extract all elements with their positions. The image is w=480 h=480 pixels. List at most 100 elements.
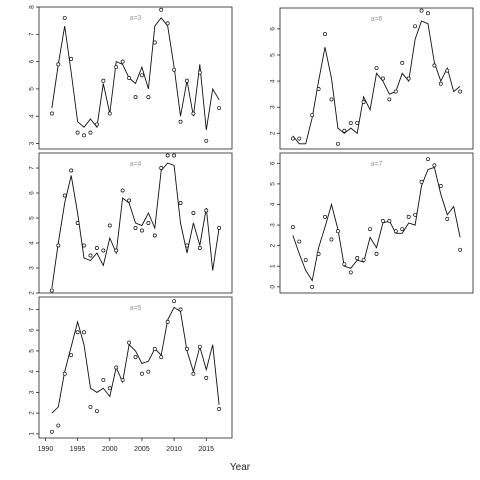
data-point <box>120 188 125 193</box>
data-point <box>178 201 183 205</box>
panel-label: a=7 <box>371 161 383 168</box>
data-point <box>49 429 54 434</box>
data-point <box>107 223 112 228</box>
data-point <box>152 40 157 45</box>
data-point <box>387 218 392 223</box>
data-point <box>152 346 157 351</box>
data-point <box>101 377 106 382</box>
data-point <box>75 130 80 135</box>
data-point <box>355 120 360 125</box>
x-tick-label: 1990 <box>38 446 54 453</box>
y-tick-label: 4 <box>270 202 277 206</box>
panel-frame <box>279 7 474 150</box>
y-tick-label: 6 <box>29 328 36 332</box>
data-point <box>310 113 315 118</box>
data-point <box>159 166 164 170</box>
data-point <box>146 95 151 100</box>
panel-frame <box>38 296 233 439</box>
y-tick-label: 4 <box>29 369 36 373</box>
data-point <box>88 404 93 409</box>
data-point <box>204 208 209 213</box>
data-point <box>191 371 196 376</box>
data-point <box>426 11 430 16</box>
data-point <box>290 136 295 141</box>
data-point <box>316 86 321 91</box>
panel-3: a=4 2 3 4 5 6 7 <box>29 152 233 295</box>
y-tick-label: 8 <box>29 5 36 9</box>
x-axis-label: Year <box>230 462 251 473</box>
data-point <box>406 214 411 219</box>
data-point <box>329 237 334 242</box>
y-tick-label: 5 <box>270 182 277 186</box>
data-point <box>438 81 443 86</box>
data-point <box>62 15 67 20</box>
y-tick-label: 7 <box>29 166 36 170</box>
data-point <box>62 371 67 376</box>
data-point <box>393 89 398 94</box>
data-point <box>159 355 164 360</box>
data-point <box>297 136 302 141</box>
data-point <box>217 226 222 230</box>
data-point <box>204 138 209 143</box>
panel-frame <box>38 152 233 294</box>
data-point <box>75 330 80 335</box>
data-point <box>316 251 321 256</box>
data-point <box>56 62 61 67</box>
data-point <box>191 211 196 215</box>
data-point <box>56 243 61 248</box>
y-tick-label: 1 <box>29 432 36 436</box>
data-point <box>185 243 189 248</box>
fitted-line <box>292 20 461 145</box>
data-point <box>94 122 99 127</box>
data-point <box>380 218 385 223</box>
x-tick-label: 2005 <box>134 446 150 453</box>
y-tick-label: 3 <box>29 266 36 270</box>
data-point <box>88 253 93 258</box>
data-point <box>445 68 450 73</box>
data-point <box>165 153 170 158</box>
data-point <box>127 198 132 203</box>
data-point <box>133 95 138 100</box>
data-point <box>432 163 437 168</box>
data-point <box>107 111 112 116</box>
data-point <box>342 262 347 267</box>
data-point <box>393 229 398 234</box>
y-tick-label: 2 <box>29 291 36 295</box>
data-point <box>62 193 67 198</box>
data-point <box>56 423 61 428</box>
data-point <box>348 120 353 125</box>
data-point <box>413 24 418 29</box>
y-tick-label: 5 <box>29 216 36 220</box>
data-point <box>323 32 327 37</box>
panel-4: a=7 0 1 2 3 4 5 6 <box>270 152 474 294</box>
data-point <box>152 233 157 238</box>
data-point <box>82 243 86 248</box>
data-point <box>406 76 411 81</box>
data-point <box>139 371 144 376</box>
data-point <box>114 65 119 70</box>
y-tick-label: 7 <box>29 307 36 311</box>
data-point <box>133 226 138 230</box>
data-point <box>348 270 353 275</box>
data-point <box>191 111 196 116</box>
data-point <box>120 59 125 64</box>
y-tick-label: 4 <box>270 79 277 83</box>
data-point <box>380 76 385 81</box>
x-tick-label: 1995 <box>70 446 86 453</box>
data-point <box>49 288 54 293</box>
data-point <box>94 409 99 413</box>
data-point <box>133 355 138 360</box>
y-tick-label: 6 <box>29 191 36 195</box>
data-point <box>355 256 360 260</box>
data-point <box>197 246 202 250</box>
data-point <box>413 212 418 217</box>
data-point <box>374 66 379 71</box>
y-tick-label: 4 <box>29 114 36 118</box>
data-point <box>197 70 202 75</box>
data-point <box>101 248 106 253</box>
data-point <box>374 251 379 256</box>
data-point <box>361 258 366 263</box>
panel-frame <box>279 152 474 294</box>
y-tick-label: 3 <box>270 223 277 227</box>
